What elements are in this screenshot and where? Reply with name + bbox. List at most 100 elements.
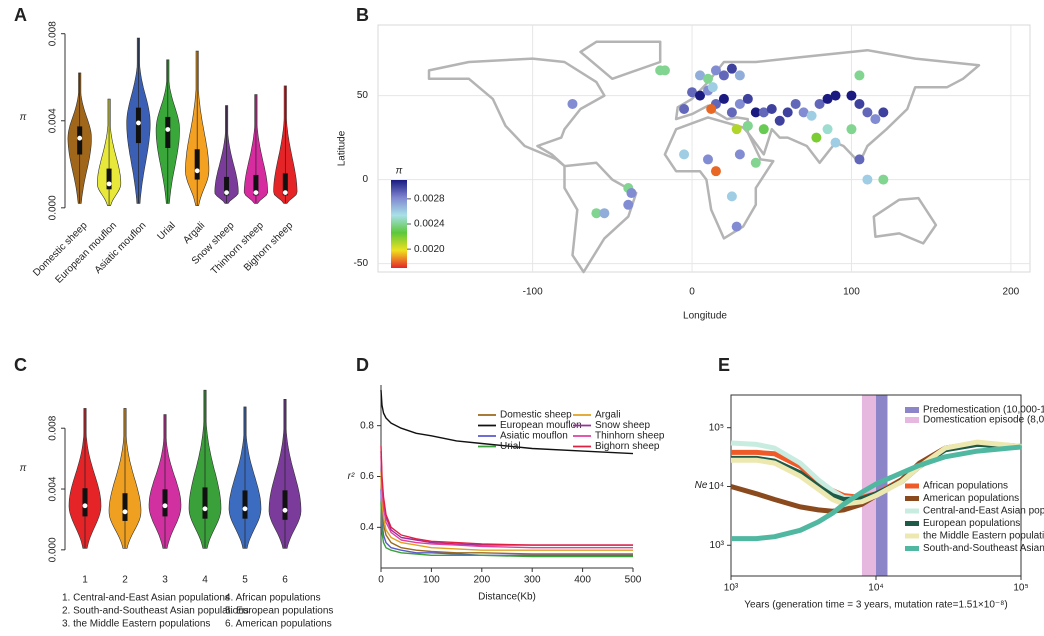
x-tick-label: 5 <box>242 575 248 586</box>
sample-point <box>742 120 753 131</box>
sample-point <box>854 70 865 81</box>
sample-point <box>695 70 706 81</box>
panel-letter: E <box>718 355 730 375</box>
median <box>136 120 141 126</box>
coastline <box>579 40 662 81</box>
median <box>162 503 168 509</box>
x-axis-label: Longitude <box>683 311 727 322</box>
box <box>122 493 128 521</box>
legend-swatch <box>905 407 919 413</box>
sample-point <box>726 63 737 74</box>
panel-letter: B <box>356 5 369 25</box>
series-line <box>380 489 633 556</box>
colorbar-tick-label: 0.0020 <box>414 244 445 255</box>
sample-point <box>567 98 578 109</box>
box <box>242 490 248 519</box>
x-tick-label: Asiatic mouflon <box>93 220 149 276</box>
sample-point <box>774 115 785 126</box>
period-band <box>876 395 888 576</box>
legend-label: Predomestication (10,000-12,000 BP) <box>923 405 1044 416</box>
x-axis-label: Years (generation time = 3 years, mutati… <box>744 600 1007 611</box>
y-tick-label: 0.000 <box>48 195 59 220</box>
sample-point <box>811 132 822 143</box>
y-tick-label: 0.6 <box>360 471 374 482</box>
y-tick-label: 0.008 <box>48 415 59 440</box>
sample-point <box>862 107 873 118</box>
y-tick-label: 10³ <box>710 540 725 551</box>
sample-point <box>766 104 777 115</box>
coastline <box>427 57 606 168</box>
colorbar-title: π <box>396 166 403 177</box>
box <box>82 488 88 517</box>
legend-label: American populations <box>923 493 1019 504</box>
legend-swatch <box>905 417 919 423</box>
sample-point <box>679 149 690 160</box>
y-tick-label: 0.4 <box>360 522 374 533</box>
median <box>194 168 200 174</box>
sample-point <box>734 70 745 81</box>
sample-point <box>702 154 713 165</box>
x-tick-label: Urial <box>155 220 177 242</box>
sample-point <box>591 208 602 219</box>
sample-point <box>758 124 769 135</box>
box <box>162 489 168 517</box>
y-axis-label: π <box>20 463 27 474</box>
panel-letter: D <box>356 355 369 375</box>
y-tick-label: 0 <box>362 174 368 185</box>
legend-label: South-and-Southeast Asian populations <box>923 543 1044 554</box>
legend-label: the Middle Eastern populations <box>923 531 1044 542</box>
sample-point <box>626 188 637 199</box>
sample-point <box>706 104 717 115</box>
legend-label: Argali <box>595 410 621 421</box>
sample-point <box>830 90 841 101</box>
legend-note: 2. South-and-Southeast Asian populations <box>62 606 249 617</box>
legend-note: 3. the Middle Eastern populations <box>62 619 210 630</box>
sample-point <box>814 98 825 109</box>
legend-note: 1. Central-and-East Asian populations <box>62 593 230 604</box>
box <box>135 107 141 144</box>
sample-point <box>758 107 769 118</box>
coastline <box>563 161 638 274</box>
box <box>106 168 112 190</box>
sample-point <box>790 98 801 109</box>
series-line <box>731 444 1022 542</box>
y-tick-label: 0.004 <box>48 108 59 133</box>
x-tick-label: Argali <box>181 220 207 246</box>
median <box>82 503 88 509</box>
plot-frame <box>377 24 1031 273</box>
sample-point <box>750 157 761 168</box>
x-tick-label: 3 <box>162 575 168 586</box>
box <box>224 176 230 196</box>
sample-point <box>659 65 670 76</box>
y-axis-label: π <box>20 112 27 123</box>
sample-point <box>623 199 634 210</box>
sample-point <box>822 124 833 135</box>
sample-point <box>854 154 865 165</box>
box <box>165 116 171 148</box>
colorbar-tick-label: 0.0024 <box>414 219 445 230</box>
median <box>282 507 288 513</box>
sample-point <box>679 104 690 115</box>
y-tick-label: 0.008 <box>48 21 59 46</box>
series-line <box>731 439 1022 507</box>
series-line <box>380 501 633 558</box>
sample-point <box>599 208 610 219</box>
panel-letter: C <box>14 355 27 375</box>
box <box>282 173 288 196</box>
x-tick-label: 10⁵ <box>1013 583 1028 594</box>
legend-label: Bighorn sheep <box>595 441 660 452</box>
sample-point <box>731 221 742 232</box>
box <box>194 149 200 180</box>
sample-point <box>710 166 721 177</box>
x-tick-label: -100 <box>523 287 543 298</box>
sample-point <box>710 65 721 76</box>
sample-point <box>718 93 729 104</box>
x-tick-label: 200 <box>473 575 490 586</box>
x-tick-label: 500 <box>625 575 642 586</box>
legend-note: 6. American populations <box>225 619 332 630</box>
panel-letter: A <box>14 5 27 25</box>
legend-label: European populations <box>923 518 1020 529</box>
sample-point <box>718 70 729 81</box>
series-line <box>380 445 633 546</box>
x-tick-label: 100 <box>423 575 440 586</box>
